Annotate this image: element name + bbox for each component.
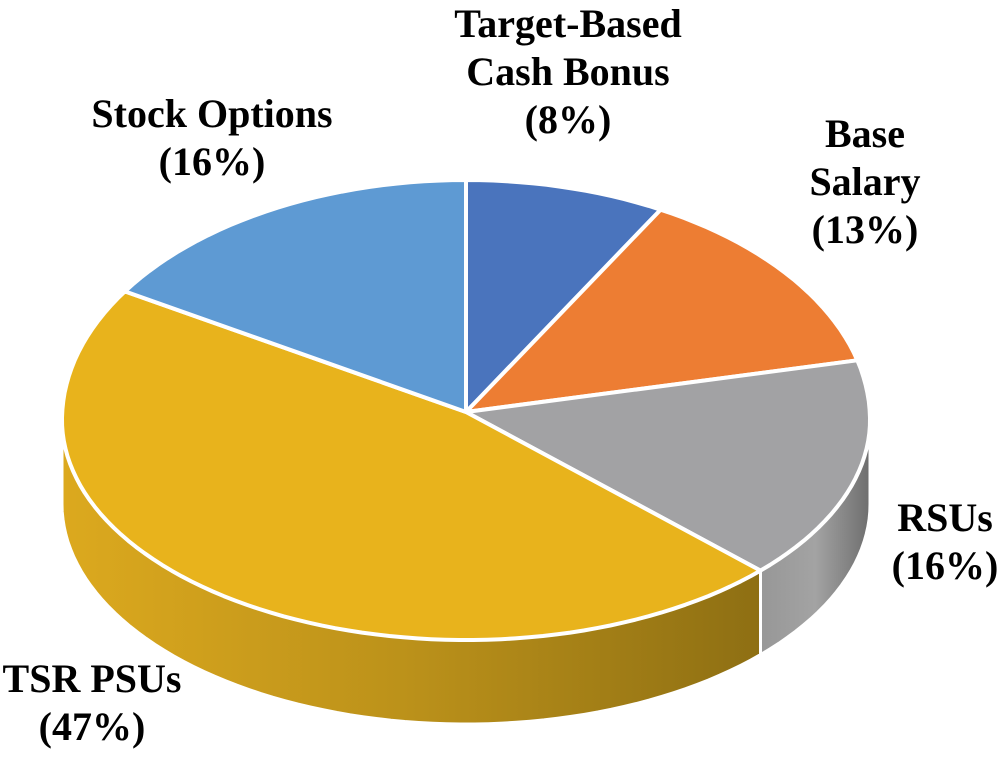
label-line: (13%) <box>811 207 919 252</box>
label-base-salary: Base Salary (13%) <box>809 110 920 254</box>
label-line: (8%) <box>524 97 612 142</box>
slice-tsr-psus <box>60 289 763 642</box>
label-line: (47%) <box>38 704 146 749</box>
label-line: Stock Options <box>91 91 333 136</box>
slice-target-based-cash-bonus <box>464 178 663 414</box>
label-line: Base <box>825 111 905 156</box>
slice-rsus <box>464 358 872 573</box>
label-line: (16%) <box>891 543 999 588</box>
label-target-based-cash-bonus: Target-Based Cash Bonus (8%) <box>454 0 681 144</box>
label-rsus: RSUs (16%) <box>892 494 999 590</box>
label-line: (16%) <box>158 139 266 184</box>
label-tsr-psus: TSR PSUs (47%) <box>3 655 182 751</box>
label-line: Salary <box>809 159 921 204</box>
label-line: TSR PSUs <box>2 656 182 701</box>
label-line: Target-Based <box>454 1 682 46</box>
label-line: RSUs <box>897 495 993 540</box>
label-stock-options: Stock Options (16%) <box>91 90 332 186</box>
label-line: Cash Bonus <box>466 49 670 94</box>
slice-stock-options <box>122 178 468 414</box>
slice-base-salary <box>464 207 860 414</box>
